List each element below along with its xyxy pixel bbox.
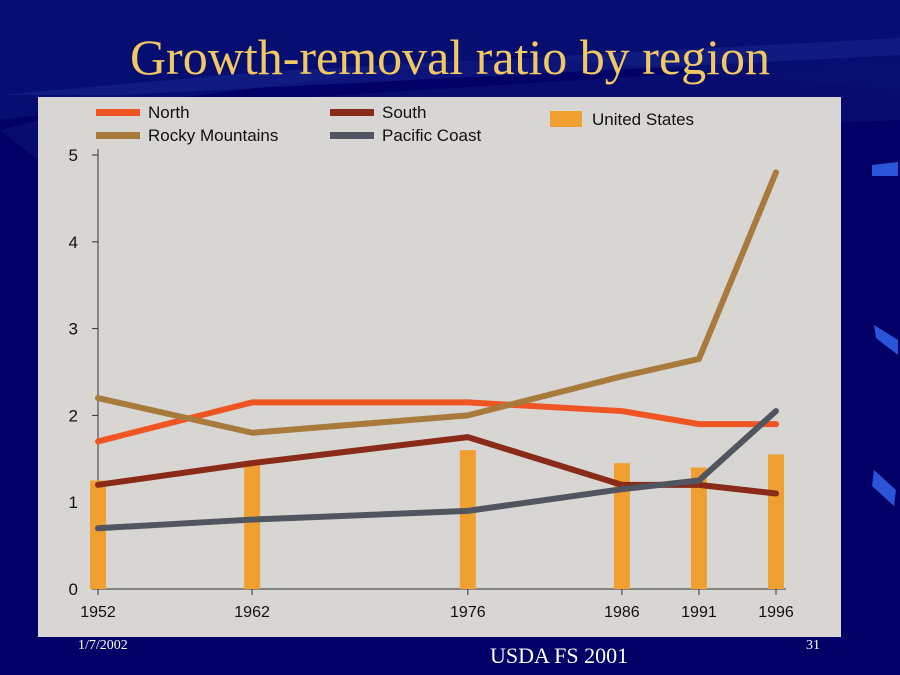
series-line-south	[95, 434, 779, 497]
legend-label: Rocky Mountains	[148, 126, 278, 145]
series-line-rocky-mountains	[95, 169, 779, 436]
series-line-pacific-coast	[95, 408, 779, 532]
y-tick-label: 2	[69, 406, 78, 425]
x-tick-label: 1986	[604, 604, 640, 621]
series-line-north	[95, 399, 779, 445]
legend-label: Pacific Coast	[382, 126, 481, 145]
legend-swatch	[96, 132, 140, 139]
line-chart: 0 1 2 3 4 5 1952 1962 1976 1986 1991 1996 North Rocky…	[69, 103, 794, 621]
x-tick-label: 1976	[450, 604, 486, 621]
bar-united-states	[90, 480, 106, 589]
legend-swatch	[550, 111, 582, 127]
y-tick-label: 3	[69, 320, 78, 339]
bar-united-states	[244, 463, 261, 589]
legend-label: North	[148, 103, 190, 122]
legend-swatch	[330, 132, 374, 139]
page-number: 31	[806, 638, 820, 653]
bar-united-states	[459, 450, 476, 589]
decorative-slashes	[872, 162, 898, 506]
bar-united-states	[613, 463, 630, 589]
y-tick-label: 1	[69, 493, 78, 512]
x-tick-label: 1952	[80, 604, 116, 621]
slide-title: Growth-removal ratio by region	[129, 29, 771, 85]
bar-united-states	[768, 454, 784, 589]
source-credit: USDA FS 2001	[490, 643, 629, 668]
legend-swatch	[330, 109, 374, 116]
bar-united-states	[690, 467, 707, 589]
legend-swatch	[96, 109, 140, 116]
x-tick-label: 1996	[758, 604, 794, 621]
y-tick-label: 0	[69, 580, 78, 599]
x-tick-label: 1991	[681, 604, 717, 621]
y-tick-label: 4	[69, 233, 78, 252]
chart-panel: 0 1 2 3 4 5 1952 1962 1976 1986 1991 1996 North Rocky…	[38, 97, 841, 637]
legend-label: United States	[592, 110, 694, 129]
x-tick-label: 1962	[234, 604, 270, 621]
legend-label: South	[382, 103, 426, 122]
slide-date: 1/7/2002	[78, 638, 128, 653]
y-tick-label: 5	[69, 146, 78, 165]
